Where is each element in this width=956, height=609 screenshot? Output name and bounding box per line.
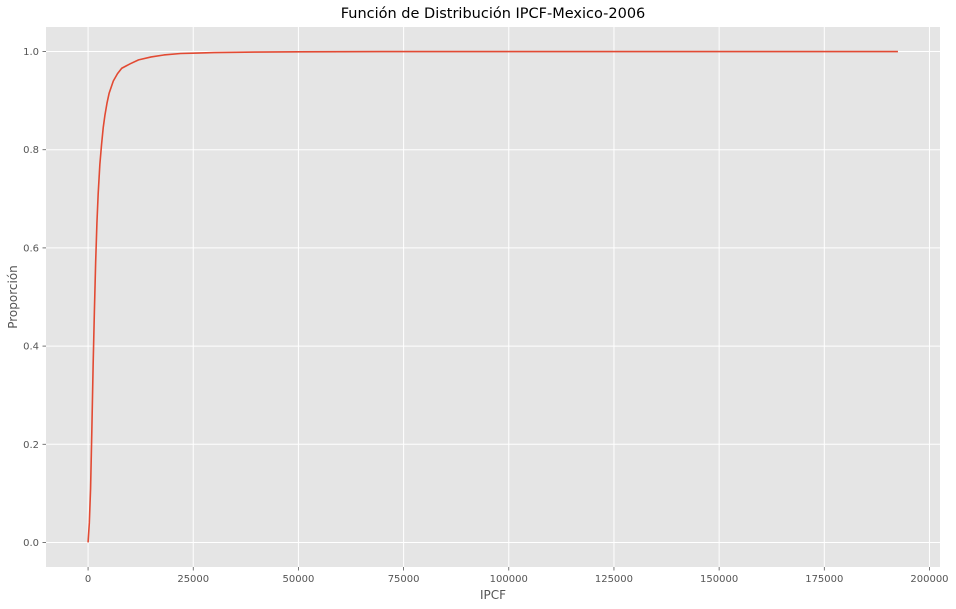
x-tick-label: 75000 <box>388 574 420 585</box>
y-tick-label: 0.8 <box>23 145 39 156</box>
x-tick-label: 25000 <box>177 574 209 585</box>
y-tick-label: 1.0 <box>23 47 39 58</box>
grid-lines <box>46 27 940 567</box>
x-tick-label: 150000 <box>700 574 738 585</box>
y-tick-label: 0.4 <box>23 342 39 353</box>
plot-background <box>46 27 940 567</box>
y-axis-label: Proporción <box>6 265 20 329</box>
y-tick-label: 0.0 <box>23 538 39 549</box>
x-tick-label: 175000 <box>805 574 843 585</box>
y-tick-label: 0.2 <box>23 440 39 451</box>
x-tick-label: 100000 <box>490 574 528 585</box>
tick-labels: 0 25000 50000 75000 100000 125000 150000 175000… <box>23 47 948 585</box>
x-tick-label: 50000 <box>283 574 315 585</box>
series-layer <box>87 50 898 543</box>
x-tick-label: 0 <box>85 574 91 585</box>
y-tick-label: 0.6 <box>23 243 39 254</box>
x-tick-label: 125000 <box>595 574 633 585</box>
chart-title: Función de Distribución IPCF-Mexico-2006 <box>341 6 646 22</box>
x-axis-label: IPCF <box>480 588 506 602</box>
x-tick-label: 200000 <box>910 574 948 585</box>
cdf-series-line <box>87 50 898 543</box>
